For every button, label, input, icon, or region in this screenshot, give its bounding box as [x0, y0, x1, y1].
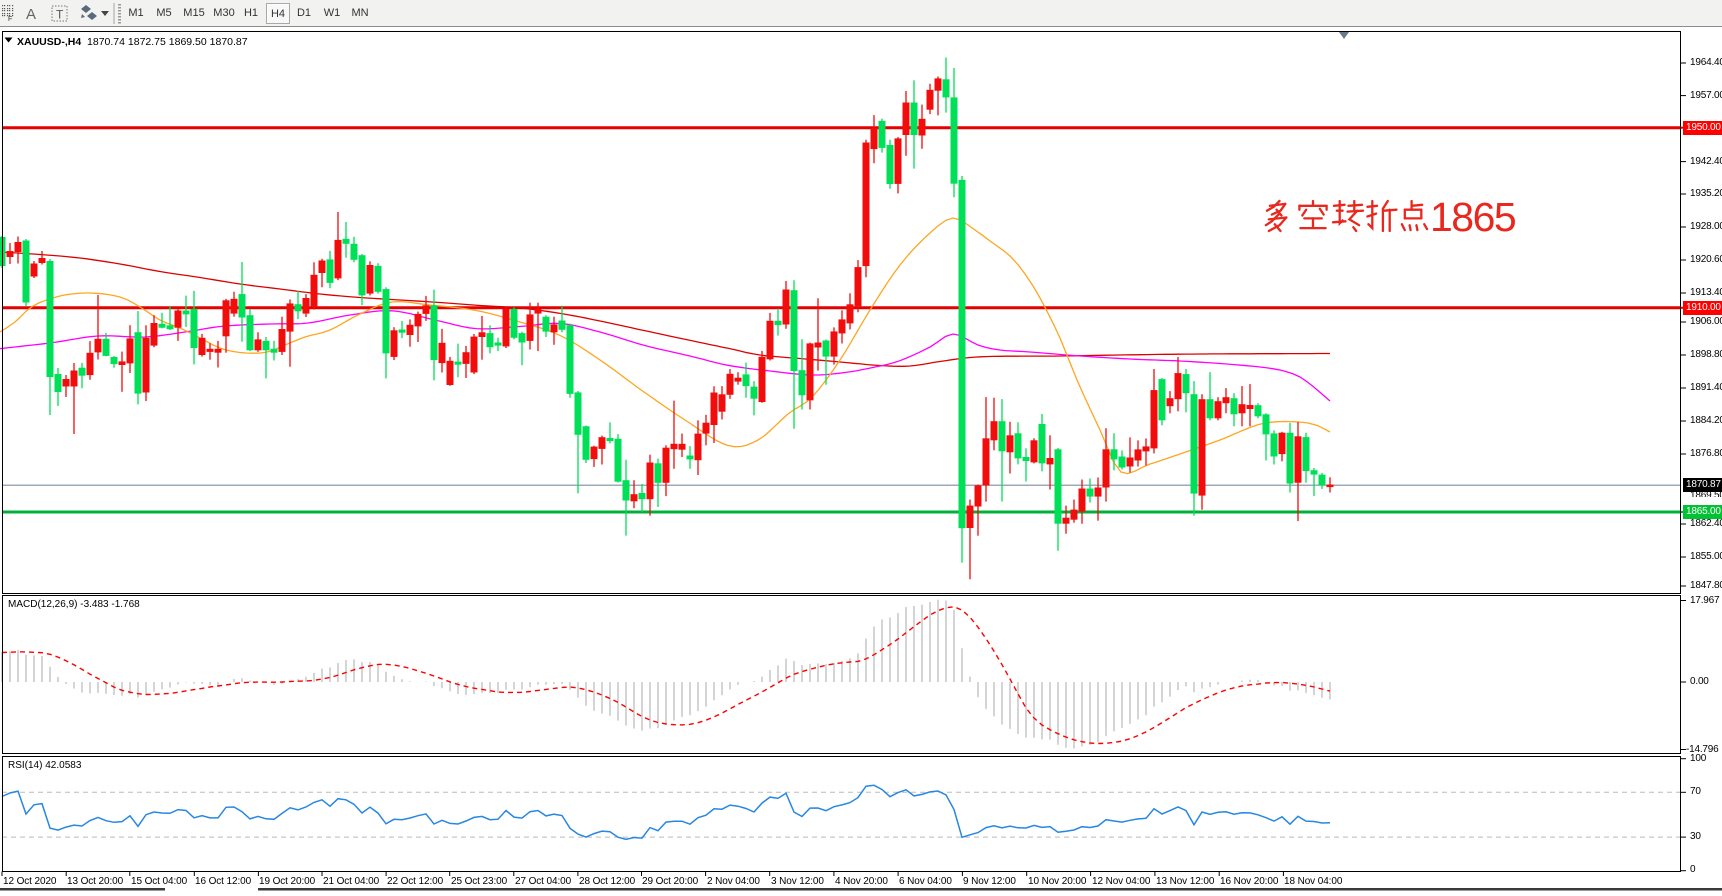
svg-text:A: A — [26, 6, 36, 23]
svg-text:F: F — [8, 16, 12, 23]
svg-text:T: T — [56, 8, 64, 22]
svg-text:1865: 1865 — [1430, 194, 1516, 240]
